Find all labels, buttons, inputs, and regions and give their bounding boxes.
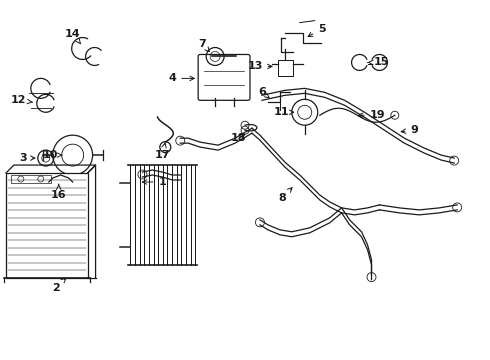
Bar bbox=[6, 173, 88, 278]
Text: 16: 16 bbox=[51, 184, 67, 200]
Text: 8: 8 bbox=[278, 188, 292, 203]
Text: 2: 2 bbox=[52, 278, 66, 293]
Text: 9: 9 bbox=[401, 125, 418, 135]
Bar bbox=[278, 60, 293, 76]
Text: 17: 17 bbox=[154, 143, 170, 160]
Text: 3: 3 bbox=[19, 153, 35, 163]
Text: 18: 18 bbox=[230, 133, 246, 143]
Text: 1: 1 bbox=[142, 177, 166, 187]
Text: 14: 14 bbox=[65, 28, 80, 44]
Text: 15: 15 bbox=[368, 58, 389, 67]
Text: 5: 5 bbox=[308, 24, 325, 37]
Text: 10: 10 bbox=[43, 150, 62, 160]
Bar bbox=[11, 175, 51, 183]
Text: 19: 19 bbox=[359, 110, 385, 120]
Text: 11: 11 bbox=[274, 107, 294, 117]
Text: 12: 12 bbox=[11, 95, 32, 105]
Text: 13: 13 bbox=[247, 62, 272, 71]
Text: 6: 6 bbox=[258, 87, 269, 98]
Text: 7: 7 bbox=[198, 39, 209, 52]
Text: 4: 4 bbox=[169, 73, 195, 84]
